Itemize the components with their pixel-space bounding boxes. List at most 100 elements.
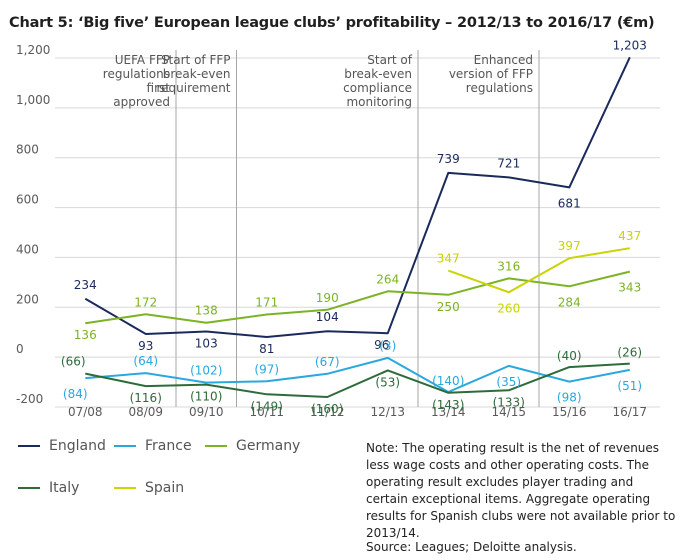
data-label-england: 234 — [74, 278, 97, 292]
data-label-germany: 316 — [497, 259, 520, 273]
legend-france-swatch — [114, 445, 136, 447]
x-tick-label: 13/14 — [431, 405, 466, 419]
data-label-france: (98) — [557, 391, 582, 405]
annotation-text: monitoring — [346, 95, 412, 109]
legend-france-label: France — [145, 438, 192, 454]
annotation-text: version of FFP — [449, 67, 533, 81]
legend-germany-label: Germany — [236, 438, 301, 454]
data-label-germany: 171 — [255, 296, 278, 310]
legend-england-swatch — [18, 445, 40, 447]
data-label-england: 93 — [138, 339, 153, 353]
series-lines — [84, 56, 631, 398]
annotation-text: compliance — [343, 81, 412, 95]
legend-italy-swatch — [18, 487, 40, 489]
chart-title: Chart 5: ‘Big five’ European league club… — [9, 15, 655, 31]
data-label-france: (3) — [379, 339, 396, 353]
data-label-france: (64) — [133, 354, 158, 368]
data-label-germany: 284 — [558, 295, 581, 309]
legend-spain: Spain — [114, 480, 184, 496]
data-label-germany: 172 — [134, 295, 157, 309]
legend-england: England — [18, 438, 106, 454]
data-label-france: (51) — [617, 379, 642, 393]
annotation-text: break-even — [344, 67, 412, 81]
y-axis-ticks: -200 0 200 400 600 800 1,000 1,200 — [16, 43, 50, 406]
series-line-spain — [447, 247, 630, 294]
legend-italy-label: Italy — [49, 480, 80, 496]
data-label-england: 1,203 — [613, 38, 647, 52]
annotation-text: first — [147, 81, 171, 95]
source-note: Source: Leagues; Deloitte analysis. — [366, 540, 577, 554]
y-tick-label: 1,000 — [16, 93, 50, 107]
y-tick-label: 0 — [16, 342, 24, 356]
data-label-france: (84) — [63, 387, 88, 401]
series-line-france — [85, 356, 630, 393]
data-label-france: (97) — [254, 362, 279, 376]
series-line-germany — [85, 270, 631, 325]
x-tick-label: 09/10 — [189, 405, 224, 419]
x-axis-ticks: 07/08 08/09 09/10 10/11 11/12 12/13 13/14 14/15… — [68, 405, 647, 419]
y-tick-label: 200 — [16, 292, 39, 306]
annotation-text: Enhanced — [474, 53, 533, 67]
data-label-italy: (66) — [61, 355, 86, 369]
data-label-england: 739 — [437, 152, 460, 166]
data-label-spain: 397 — [558, 239, 581, 253]
annotation-text: UEFA FFP — [115, 53, 170, 67]
data-label-italy: (149) — [251, 399, 283, 413]
annotation-text: regulations — [103, 67, 170, 81]
data-label-italy: (110) — [190, 390, 222, 404]
y-tick-label: 800 — [16, 143, 39, 157]
x-tick-label: 15/16 — [552, 405, 587, 419]
data-label-italy: (143) — [432, 398, 464, 412]
footnote: Note: The operating result is the net of… — [366, 441, 676, 540]
data-label-italy: (116) — [130, 391, 162, 405]
line-chart: -200 0 200 400 600 800 1,000 1,200 07/08 08/09 09… — [16, 38, 660, 419]
x-tick-label: 12/13 — [370, 405, 405, 419]
legend-england-label: England — [49, 438, 106, 454]
data-label-spain: 437 — [618, 229, 641, 243]
annotation-text: approved — [113, 95, 170, 109]
data-label-england: 103 — [195, 336, 218, 350]
data-label-england: 96 — [374, 338, 389, 352]
legend-spain-swatch — [114, 487, 136, 489]
annotation-text: requirement — [156, 81, 230, 95]
gridlines — [55, 57, 660, 408]
data-label-england: 721 — [497, 156, 520, 170]
legend-germany: Germany — [205, 438, 300, 454]
data-label-spain: 347 — [437, 252, 460, 266]
y-tick-label: 600 — [16, 193, 39, 207]
annotation-text: Start of FFP — [161, 53, 231, 67]
x-tick-label: 11/12 — [310, 405, 345, 419]
legend-spain-label: Spain — [145, 480, 185, 496]
x-tick-label: 16/17 — [612, 405, 647, 419]
x-tick-label: 10/11 — [249, 405, 284, 419]
y-tick-label: 1,200 — [16, 43, 50, 57]
data-label-france: (67) — [315, 355, 340, 369]
data-label-germany: 250 — [437, 300, 460, 314]
legend-france: France — [114, 438, 192, 454]
legend-italy: Italy — [18, 480, 79, 496]
annotation-text: regulations — [466, 81, 533, 95]
x-tick-label: 14/15 — [491, 405, 526, 419]
event-markers — [175, 50, 540, 407]
data-label-france: (35) — [496, 375, 521, 389]
annotation-text: Start of — [367, 53, 412, 67]
data-label-england: 104 — [316, 310, 339, 324]
data-label-france: (102) — [190, 364, 222, 378]
data-label-spain: 260 — [497, 301, 520, 315]
data-label-italy: (40) — [557, 349, 582, 363]
data-label-germany: 264 — [376, 272, 399, 286]
data-label-germany: 136 — [74, 328, 97, 342]
series-line-italy — [85, 362, 630, 398]
data-label-germany: 343 — [618, 281, 641, 295]
series-line-england — [84, 56, 631, 338]
data-labels: 234 93 103 81 104 96 739 721 681 1,203 (84) (64) (10… — [61, 38, 647, 416]
data-label-england: 681 — [558, 196, 581, 210]
x-tick-label: 08/09 — [128, 405, 163, 419]
data-label-italy: (160) — [311, 402, 343, 416]
data-label-italy: (26) — [617, 346, 642, 360]
data-label-germany: 138 — [195, 304, 218, 318]
legend-germany-swatch — [205, 445, 227, 447]
data-label-france: (140) — [432, 374, 464, 388]
annotation-text: break-even — [163, 67, 231, 81]
